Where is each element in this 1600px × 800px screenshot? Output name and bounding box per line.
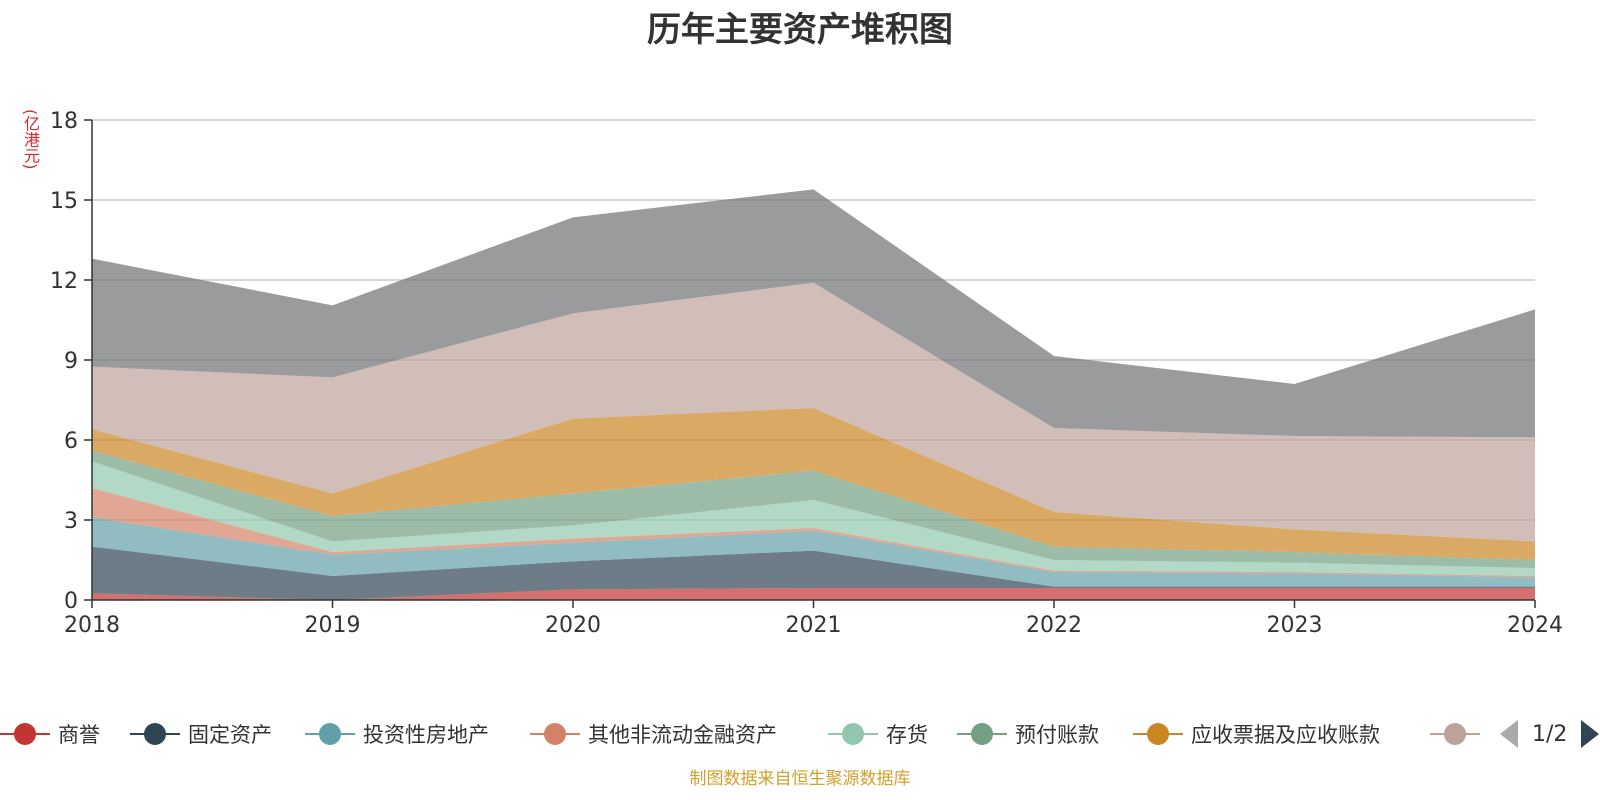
area-series-5[interactable] xyxy=(92,450,1535,568)
legend-page-indicator: 1/2 xyxy=(1532,721,1568,747)
legend-marker-icon xyxy=(1133,721,1183,747)
legend-item[interactable]: 固定资产 xyxy=(130,714,272,754)
area-series-7[interactable] xyxy=(92,282,1535,542)
x-tick-label: 2024 xyxy=(1507,613,1563,638)
area-series-4[interactable] xyxy=(92,461,1535,576)
chart-title: 历年主要资产堆积图 xyxy=(647,10,953,50)
legend-marker-icon xyxy=(957,721,1007,747)
legend-item[interactable]: 投资性房地产 xyxy=(305,714,489,754)
legend-item[interactable]: 存货 xyxy=(828,714,928,754)
x-tick-label: 2020 xyxy=(545,613,601,638)
legend-pager: 1/2 xyxy=(1500,714,1600,754)
area-series-0[interactable] xyxy=(92,588,1535,600)
area-series-6[interactable] xyxy=(92,408,1535,560)
legend-item[interactable]: 预付账款 xyxy=(957,714,1099,754)
legend-label: 应收票据及应收账款 xyxy=(1191,723,1380,747)
legend-item[interactable]: 商誉 xyxy=(0,714,100,754)
axes: 0 3 6 9 12 15 18 2018 2019 2020 2021 2022 2023 2024 xyxy=(50,109,1563,638)
legend-label: 其他非流动金融资产 xyxy=(588,723,777,747)
y-tick-label: 15 xyxy=(50,189,78,214)
y-tick-label: 18 xyxy=(50,109,78,134)
x-tick-label: 2022 xyxy=(1026,613,1082,638)
y-tick-label: 9 xyxy=(64,349,78,374)
stacked-area-chart: 0 3 6 9 12 15 18 2018 2019 2020 2021 2022 2023 2024 xyxy=(50,109,1563,638)
x-tick-label: 2019 xyxy=(305,613,361,638)
legend-marker-icon xyxy=(828,721,878,747)
x-tick-label: 2021 xyxy=(786,613,842,638)
y-tick-label: 0 xyxy=(64,589,78,614)
y-tick-label: 12 xyxy=(50,269,78,294)
x-tick-label: 2023 xyxy=(1267,613,1323,638)
legend-next-page-button[interactable] xyxy=(1581,720,1600,748)
legend-item[interactable] xyxy=(1430,714,1480,754)
legend-prev-page-button[interactable] xyxy=(1500,720,1518,748)
legend-label: 投资性房地产 xyxy=(363,723,489,747)
legend-item[interactable]: 应收票据及应收账款 xyxy=(1133,714,1380,754)
x-tick-label: 2018 xyxy=(64,613,120,638)
legend-marker-icon xyxy=(0,721,50,747)
y-axis-unit-label: (亿港元) xyxy=(21,108,40,170)
legend-marker-icon xyxy=(305,721,355,747)
legend: 商誉 固定资产 投资性房地产 其他非流动金融资产 存货 预付账款 应收票据及应收账款 xyxy=(0,714,1600,754)
legend-label: 预付账款 xyxy=(1015,723,1099,747)
area-series xyxy=(92,189,1535,600)
legend-label: 固定资产 xyxy=(188,723,272,747)
legend-label: 商誉 xyxy=(58,723,100,747)
legend-item[interactable]: 其他非流动金融资产 xyxy=(530,714,777,754)
legend-label: 存货 xyxy=(886,723,928,747)
area-series-2[interactable] xyxy=(92,517,1535,587)
y-tick-label: 6 xyxy=(64,429,78,454)
source-note: 制图数据来自恒生聚源数据库 xyxy=(689,769,911,789)
legend-marker-icon xyxy=(130,721,180,747)
y-tick-label: 3 xyxy=(64,509,78,534)
legend-marker-icon xyxy=(1430,721,1480,747)
area-series-8[interactable] xyxy=(92,189,1535,438)
legend-marker-icon xyxy=(530,721,580,747)
